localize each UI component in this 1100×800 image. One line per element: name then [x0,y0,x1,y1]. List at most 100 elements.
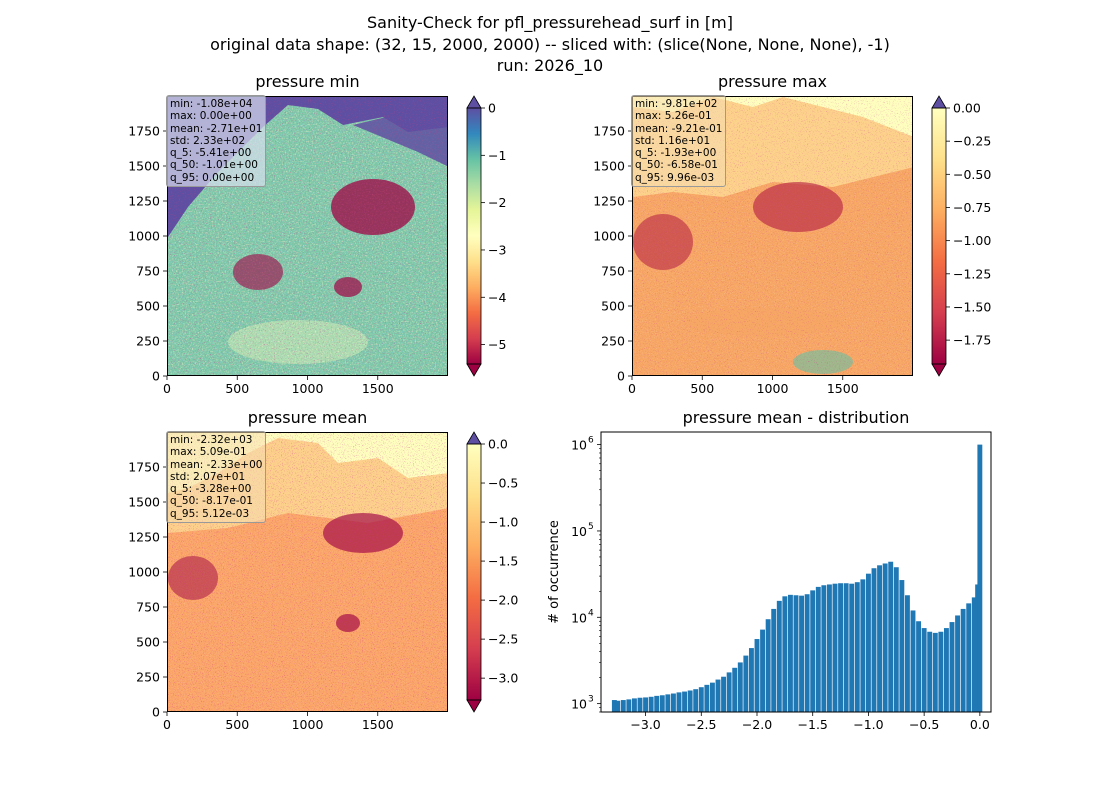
histogram-bar [760,629,766,712]
histogram-bar [648,696,654,712]
y-tick-label: 500 [136,299,160,314]
y-tick-label: 750 [136,600,160,615]
colorbar-extend-top-icon [466,431,482,445]
histogram-bar [949,622,955,712]
y-tick-label: 1250 [593,194,625,209]
y-tick-label: 0 [152,705,160,720]
stats-box-mean: min: -2.32e+03 max: 5.09e-01 mean: -2.33… [166,431,267,524]
stat-line: mean: -2.33e+00 [170,458,263,471]
hist-x-tick-label: −2.0 [742,717,772,732]
histogram-bar [704,684,710,712]
stat-line: q_50: -1.01e+00 [170,159,258,172]
histogram-bar [709,682,715,712]
histogram-bar [776,600,782,712]
colorbar-tick-label: 0 [488,101,496,116]
y-tick-label: 1500 [128,159,160,174]
hist-y-tick-label: 10 [571,438,587,453]
histogram-bar [665,694,671,712]
figure-title-line-1: Sanity-Check for pfl_pressurehead_surf i… [367,13,733,32]
hist-x-tick-label: 0.0 [970,717,990,732]
stats-box-min: min: -1.08e+04 max: 0.00e+00 mean: -2.71… [166,95,267,188]
stat-line: min: -1.08e+04 [170,98,253,110]
histogram-bar [960,608,966,712]
histogram-bar [877,565,883,712]
histogram-bar [765,619,771,712]
histogram-bar [611,700,617,712]
x-tick-label: 0 [163,381,171,396]
figure-title-line-2: original data shape: (32, 15, 2000, 2000… [210,35,890,54]
colorbar-tick-label: −1.0 [488,515,518,530]
histogram-bar [888,561,894,712]
y-tick-label: 1750 [128,460,160,475]
y-tick-label: 1250 [128,194,160,209]
histogram-bar [865,573,871,712]
y-tick-label: 1750 [593,124,625,139]
histogram-bar [932,632,938,712]
histogram-bar [754,639,760,712]
stat-line: mean: -9.21e-01 [635,122,723,135]
histogram-bar [787,594,793,712]
histogram-bar [737,662,743,712]
colorbar-tick-label: −5 [488,337,506,352]
colorbar-tick-label: −0.25 [953,134,991,149]
histogram-bar [921,628,927,712]
histogram-bar [799,595,805,712]
histogram-bar [659,695,665,712]
histogram-bar [748,648,754,712]
colorbar-extend-bottom-icon [466,363,482,377]
colorbar-tick-label: −2.5 [488,632,518,647]
hist-y-tick-exponent: 4 [588,608,594,618]
x-tick-label: 0 [628,381,636,396]
colorbar-tick-label: −4 [488,290,506,305]
histogram-bar [943,628,949,712]
y-tick-label: 0 [617,369,625,384]
histogram-bar [743,655,749,712]
panel-title-max: pressure max [717,72,828,91]
y-tick-label: 250 [136,670,160,685]
x-tick-label: 1500 [362,381,394,396]
stat-line: min: -2.32e+03 [170,434,253,446]
x-tick-label: 1500 [362,717,394,732]
y-tick-label: 250 [136,334,160,349]
colorbar-max: 0.00 −0.25 −0.50 −0.75 −1.00 −1.25 −1.50 −1.75 [931,95,991,377]
hist-x-tick-label: −0.5 [909,717,939,732]
histogram-bar [927,631,933,712]
stat-line: max: 5.26e-01 [635,110,712,123]
stat-line: q_95: 5.12e-03 [170,507,250,520]
figure-title-line-3: run: 2026_10 [496,56,604,75]
histogram-frame [600,431,992,713]
y-tick-label: 250 [601,334,625,349]
panel-title-mean: pressure mean [247,408,368,427]
colorbar-tick-label: −1 [488,148,506,163]
stat-line: q_5: -1.93e+00 [635,147,717,160]
stat-line: std: 1.16e+01 [635,134,711,147]
stat-line: q_5: -5.41e+00 [170,147,252,160]
histogram-bar [620,700,626,712]
colorbar-tick-label: 0.00 [953,101,981,116]
histogram-bar [899,580,905,712]
stat-line: max: 5.09e-01 [170,446,247,459]
hist-x-tick-label: −3.0 [630,717,660,732]
panel-title-min: pressure min [255,72,360,91]
colorbar-tick-label: −0.50 [953,167,991,182]
histogram-bar [782,596,788,712]
map-image-mean [168,433,447,711]
colorbar-tick-label: −1.00 [953,233,991,248]
x-tick-label: 1000 [292,717,324,732]
histogram-bar [626,699,632,712]
histogram-bar [643,697,649,712]
colorbar-extend-top-icon [466,95,482,109]
stat-line: std: 2.07e+01 [170,470,246,483]
histogram-bar [693,689,699,712]
histogram-bar [615,700,621,712]
y-tick-label: 1000 [593,229,625,244]
colorbar-extend-top-icon [931,95,947,109]
histogram-bar [804,594,810,712]
histogram-bar [854,582,860,712]
stat-line: q_95: 9.96e-03 [635,171,715,184]
histogram-bar [726,672,732,712]
histogram-bar [971,597,977,712]
histogram-bar [721,676,727,712]
